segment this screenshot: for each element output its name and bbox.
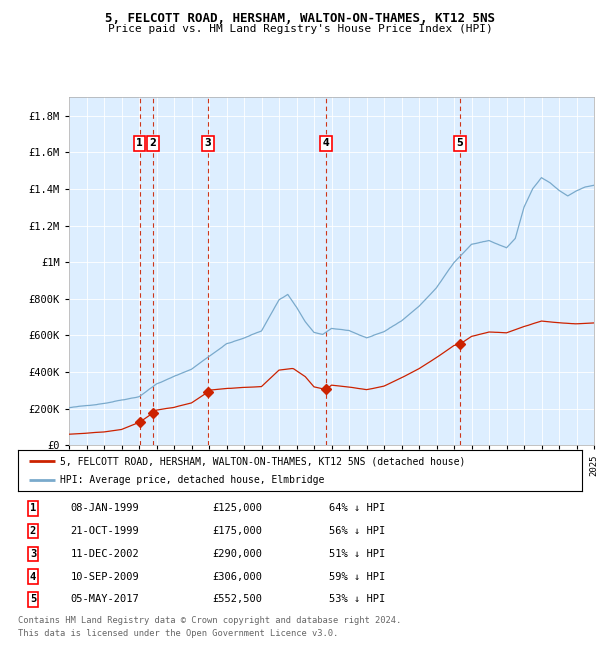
Text: 10-SEP-2009: 10-SEP-2009 [71,571,139,582]
Text: £306,000: £306,000 [212,571,262,582]
Text: 2: 2 [149,138,157,148]
Text: 21-OCT-1999: 21-OCT-1999 [71,526,139,536]
Text: 51% ↓ HPI: 51% ↓ HPI [329,549,385,559]
Text: 3: 3 [30,549,36,559]
Text: Price paid vs. HM Land Registry's House Price Index (HPI): Price paid vs. HM Land Registry's House … [107,24,493,34]
Text: 1: 1 [136,138,143,148]
Text: 5: 5 [457,138,463,148]
Text: 05-MAY-2017: 05-MAY-2017 [71,594,139,604]
Text: 5: 5 [30,594,36,604]
Text: 2: 2 [30,526,36,536]
Text: 1: 1 [30,503,36,514]
Text: £125,000: £125,000 [212,503,262,514]
Text: This data is licensed under the Open Government Licence v3.0.: This data is licensed under the Open Gov… [18,629,338,638]
Text: 08-JAN-1999: 08-JAN-1999 [71,503,139,514]
Text: 4: 4 [323,138,329,148]
Text: 5, FELCOTT ROAD, HERSHAM, WALTON-ON-THAMES, KT12 5NS: 5, FELCOTT ROAD, HERSHAM, WALTON-ON-THAM… [105,12,495,25]
Text: 5, FELCOTT ROAD, HERSHAM, WALTON-ON-THAMES, KT12 5NS (detached house): 5, FELCOTT ROAD, HERSHAM, WALTON-ON-THAM… [60,456,466,466]
Text: 11-DEC-2002: 11-DEC-2002 [71,549,139,559]
Text: £290,000: £290,000 [212,549,262,559]
Text: 56% ↓ HPI: 56% ↓ HPI [329,526,385,536]
Text: 4: 4 [30,571,36,582]
Text: 64% ↓ HPI: 64% ↓ HPI [329,503,385,514]
Text: 59% ↓ HPI: 59% ↓ HPI [329,571,385,582]
Text: 3: 3 [205,138,211,148]
Text: Contains HM Land Registry data © Crown copyright and database right 2024.: Contains HM Land Registry data © Crown c… [18,616,401,625]
Text: £552,500: £552,500 [212,594,262,604]
Text: £175,000: £175,000 [212,526,262,536]
Text: HPI: Average price, detached house, Elmbridge: HPI: Average price, detached house, Elmb… [60,475,325,485]
Text: 53% ↓ HPI: 53% ↓ HPI [329,594,385,604]
